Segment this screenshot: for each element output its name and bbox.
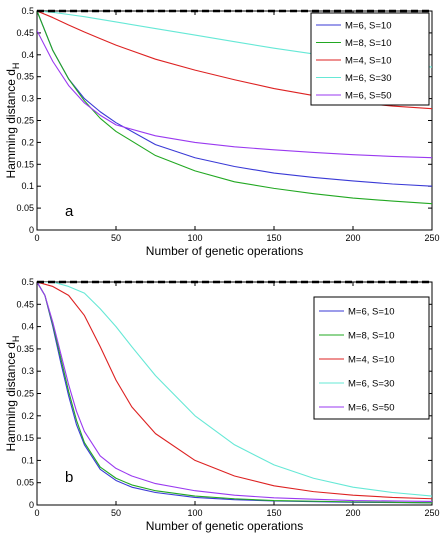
series-group bbox=[37, 282, 432, 504]
legend-label-1: M=6, S=10 bbox=[348, 307, 394, 318]
y-tick-label: 0.3 bbox=[21, 366, 34, 376]
y-tick-label: 0.5 bbox=[21, 6, 34, 16]
x-tick-label: 200 bbox=[345, 508, 360, 518]
legend: M=6, S=10 M=8, S=10 M=4, S=10 M=6, S=30 M=6,… bbox=[310, 12, 430, 106]
legend-label-5: M=6, S=50 bbox=[348, 403, 394, 414]
y-tick-label: 0 bbox=[29, 225, 34, 235]
y-tick-label: 0.5 bbox=[21, 277, 34, 287]
legend-label-2: M=8, S=10 bbox=[348, 331, 394, 342]
series-line-5 bbox=[37, 282, 432, 502]
y-tick-label: 0.2 bbox=[21, 137, 34, 147]
y-tick-label: 0.4 bbox=[21, 322, 34, 332]
panel-letter: b bbox=[65, 469, 73, 486]
legend-label-3: M=4, S=10 bbox=[345, 56, 391, 67]
series-line-2 bbox=[37, 11, 432, 205]
y-axis-label-text: Hamming distance d bbox=[4, 69, 18, 178]
y-tick-label: 0.35 bbox=[16, 72, 34, 82]
y-tick-label: 0.05 bbox=[16, 203, 34, 213]
y-axis-label-subscript: H bbox=[11, 336, 21, 343]
x-tick-label: 150 bbox=[266, 508, 281, 518]
series-line-1 bbox=[37, 282, 432, 504]
legend-label-5: M=6, S=50 bbox=[345, 91, 391, 102]
y-axis-label-text: Hamming distance d bbox=[4, 342, 18, 451]
x-axis-label: Number of genetic operations bbox=[146, 244, 303, 258]
y-tick-label: 0 bbox=[29, 500, 34, 510]
y-tick-label: 0.1 bbox=[21, 181, 34, 191]
y-tick-label: 0.45 bbox=[16, 28, 34, 38]
y-tick-label: 0.3 bbox=[21, 94, 34, 104]
x-tick-label: 0 bbox=[34, 233, 39, 243]
legend-label-4: M=6, S=30 bbox=[348, 379, 394, 390]
y-tick-label: 0.45 bbox=[16, 299, 34, 309]
y-tick-label: 0.35 bbox=[16, 344, 34, 354]
y-tick-label: 0.05 bbox=[16, 478, 34, 488]
legend-label-4: M=6, S=30 bbox=[345, 73, 391, 84]
chart-panel-a: 0 0.05 0.1 0.15 0.2 0.25 0.3 0.35 0.4 0.45 0.5 0 50 1… bbox=[4, 6, 440, 258]
legend-label-3: M=4, S=10 bbox=[348, 355, 394, 366]
y-axis-label: Hamming distance dH bbox=[4, 63, 21, 179]
series-line-3 bbox=[37, 282, 432, 500]
y-tick-label: 0.25 bbox=[16, 116, 34, 126]
panel-letter: a bbox=[65, 203, 74, 220]
legend-label-1: M=6, S=10 bbox=[345, 21, 391, 32]
x-tick-label: 50 bbox=[111, 233, 121, 243]
chart-panel-b: 0 0.05 0.1 0.15 0.2 0.25 0.3 0.35 0.4 0.45 0.5 0 50 1… bbox=[4, 277, 440, 533]
legend-label-2: M=8, S=10 bbox=[345, 38, 391, 49]
x-tick-label: 100 bbox=[187, 508, 202, 518]
legend: M=6, S=10 M=8, S=10 M=4, S=10 M=6, S=30 M=6,… bbox=[313, 296, 430, 420]
x-tick-label: 50 bbox=[111, 508, 121, 518]
y-tick-label: 0.25 bbox=[16, 389, 34, 399]
x-tick-label: 250 bbox=[424, 233, 439, 243]
y-tick-label: 0.2 bbox=[21, 411, 34, 421]
legend-box bbox=[310, 12, 430, 106]
y-axis-label: Hamming distance dH bbox=[4, 336, 21, 452]
x-axis-label: Number of genetic operations bbox=[146, 519, 303, 533]
series-line-5 bbox=[37, 30, 432, 159]
x-tick-label: 150 bbox=[266, 233, 281, 243]
x-tick-label: 0 bbox=[34, 508, 39, 518]
x-tick-label: 100 bbox=[187, 233, 202, 243]
x-tick-label: 200 bbox=[345, 233, 360, 243]
y-tick-label: 0.15 bbox=[16, 433, 34, 443]
series-line-4 bbox=[37, 282, 432, 497]
series-line-2 bbox=[37, 282, 432, 504]
legend-box bbox=[313, 296, 430, 420]
y-tick-label: 0.15 bbox=[16, 159, 34, 169]
x-tick-label: 250 bbox=[424, 508, 439, 518]
y-axis-label-subscript: H bbox=[11, 63, 21, 70]
y-tick-label: 0.4 bbox=[21, 50, 34, 60]
y-tick-label: 0.1 bbox=[21, 455, 34, 465]
